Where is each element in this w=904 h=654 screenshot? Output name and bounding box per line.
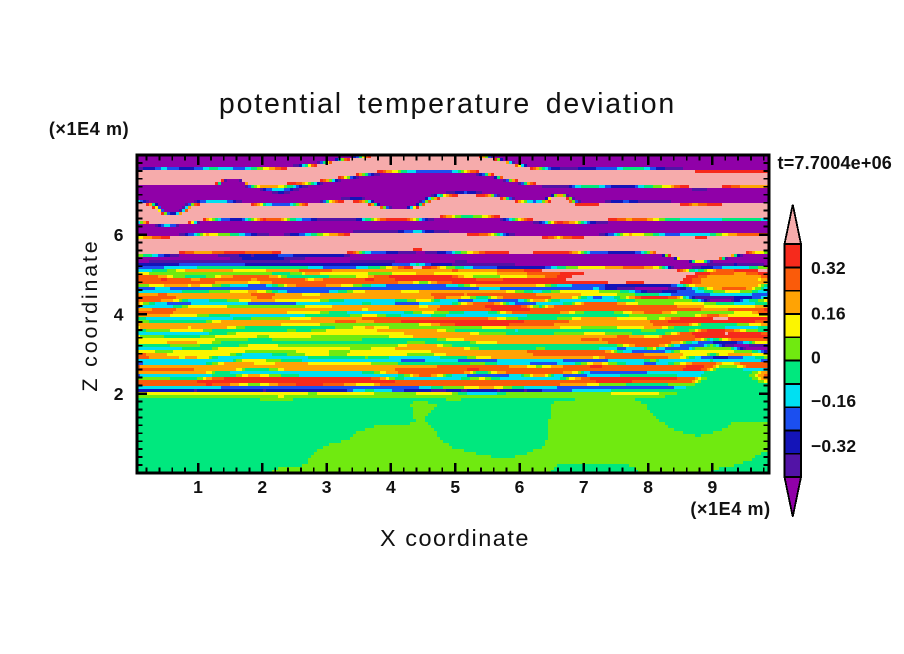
svg-text:−0.16: −0.16 [811,391,856,411]
svg-text:X coordinate: X coordinate [380,525,530,551]
svg-text:(×1E4 m): (×1E4 m) [690,499,770,519]
svg-text:potential temperature deviatio: potential temperature deviation [219,88,676,120]
svg-text:8: 8 [643,477,653,497]
svg-text:7: 7 [579,477,589,497]
svg-text:t=7.7004e+06: t=7.7004e+06 [778,153,893,173]
svg-text:4: 4 [114,304,124,324]
svg-text:3: 3 [322,477,332,497]
svg-text:0.32: 0.32 [811,258,846,278]
svg-text:6: 6 [515,477,525,497]
svg-text:0.16: 0.16 [811,304,846,324]
svg-text:−0.32: −0.32 [811,436,856,456]
svg-text:2: 2 [257,477,267,497]
svg-text:9: 9 [708,477,718,497]
svg-text:6: 6 [114,225,124,245]
svg-text:1: 1 [193,477,203,497]
svg-text:(×1E4 m): (×1E4 m) [49,119,129,139]
svg-text:4: 4 [386,477,396,497]
svg-text:5: 5 [450,477,460,497]
svg-text:2: 2 [114,384,124,404]
svg-text:0: 0 [811,348,821,368]
svg-text:Z coordinate: Z coordinate [78,238,102,391]
